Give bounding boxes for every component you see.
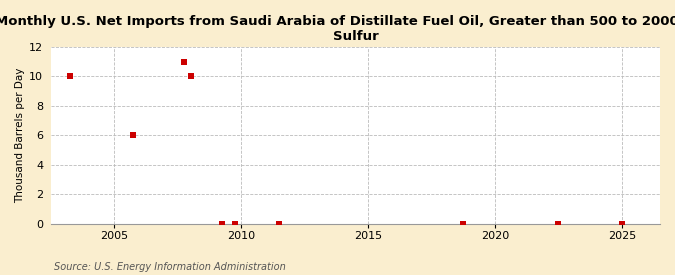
Text: Source: U.S. Energy Information Administration: Source: U.S. Energy Information Administ… xyxy=(54,262,286,272)
Point xyxy=(217,222,227,226)
Title: Monthly U.S. Net Imports from Saudi Arabia of Distillate Fuel Oil, Greater than : Monthly U.S. Net Imports from Saudi Arab… xyxy=(0,15,675,43)
Point xyxy=(179,59,190,64)
Point xyxy=(230,222,240,226)
Y-axis label: Thousand Barrels per Day: Thousand Barrels per Day xyxy=(15,68,25,203)
Point xyxy=(553,222,564,226)
Point xyxy=(128,133,139,138)
Point xyxy=(616,222,627,226)
Point xyxy=(274,222,285,226)
Point xyxy=(185,74,196,79)
Point xyxy=(458,222,468,226)
Point xyxy=(65,74,76,79)
